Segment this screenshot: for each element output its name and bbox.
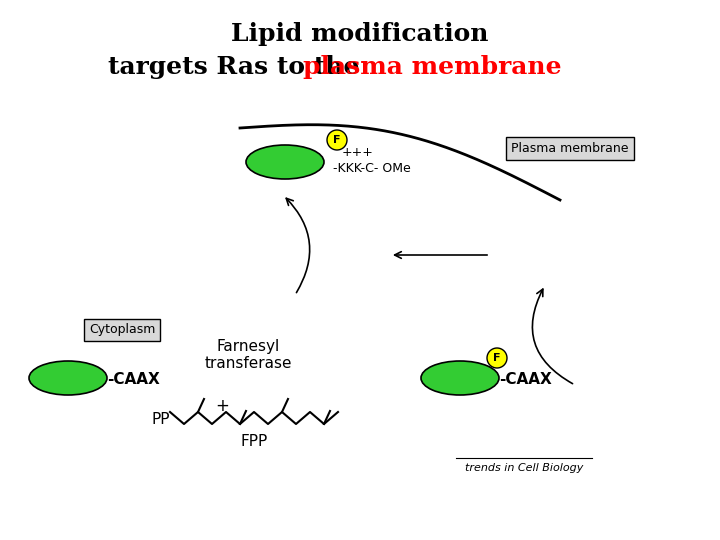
- FancyArrowPatch shape: [532, 289, 572, 383]
- Text: -CAAX: -CAAX: [107, 372, 160, 387]
- Text: Lipid modification: Lipid modification: [231, 22, 489, 46]
- Text: PP: PP: [151, 413, 170, 428]
- Text: -CAAX: -CAAX: [499, 372, 552, 387]
- FancyArrowPatch shape: [287, 198, 310, 293]
- Text: FPP: FPP: [240, 435, 268, 449]
- Ellipse shape: [421, 361, 499, 395]
- Text: F: F: [493, 353, 500, 363]
- Text: Plasma membrane: Plasma membrane: [511, 141, 629, 154]
- Text: trends in Cell Biology: trends in Cell Biology: [465, 463, 583, 473]
- Ellipse shape: [29, 361, 107, 395]
- Text: -KKK-C- OMe: -KKK-C- OMe: [333, 161, 410, 174]
- Text: targets Ras to the: targets Ras to the: [108, 55, 368, 79]
- FancyArrowPatch shape: [395, 252, 487, 258]
- Ellipse shape: [246, 145, 324, 179]
- Text: Farnesyl
transferase: Farnesyl transferase: [204, 339, 292, 371]
- Text: Cytoplasm: Cytoplasm: [89, 323, 156, 336]
- Text: +++: +++: [342, 145, 374, 159]
- Text: +: +: [215, 397, 229, 415]
- Ellipse shape: [487, 348, 507, 368]
- Text: F: F: [333, 135, 341, 145]
- Text: plasma membrane: plasma membrane: [303, 55, 562, 79]
- Ellipse shape: [327, 130, 347, 150]
